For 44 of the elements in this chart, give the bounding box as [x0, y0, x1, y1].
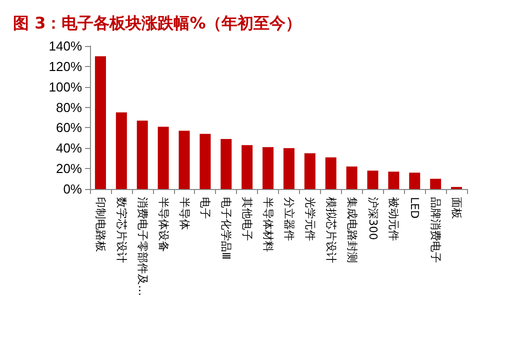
bar: [346, 166, 358, 189]
chart-title: 图 3：电子各板块涨跌幅%（年初至今）: [13, 14, 302, 32]
y-tick-label: 40%: [56, 140, 82, 156]
bar: [430, 178, 442, 189]
bar: [409, 172, 420, 189]
bar: [325, 157, 336, 189]
y-tick-label: 20%: [56, 161, 82, 176]
bar: [283, 148, 294, 189]
x-tick-label: 消费电子零部件及…: [136, 197, 149, 296]
x-tick-label: 数字芯片设计: [114, 197, 128, 263]
bar: [158, 126, 169, 189]
bar: [116, 112, 127, 189]
x-tick-label: 电子化学品Ⅲ: [220, 197, 233, 260]
y-tick-label: 140%: [48, 38, 82, 54]
x-tick-label: 集成电路封测: [345, 197, 358, 263]
x-tick-label: LED: [408, 197, 422, 219]
bar: [304, 153, 316, 189]
x-tick-label: 半导体设备: [156, 197, 170, 252]
bar: [200, 134, 211, 189]
x-tick-label: 分立器件: [282, 197, 296, 241]
x-tick-label: 被动元件: [387, 197, 400, 241]
x-tick-label: 模拟芯片设计: [324, 197, 338, 263]
bar: [242, 145, 253, 189]
y-tick-label: 80%: [56, 100, 82, 115]
y-tick-label: 120%: [48, 58, 82, 74]
x-tick-label: 其他电子: [240, 197, 254, 241]
bar: [94, 56, 106, 189]
x-tick-label: 面板: [450, 197, 464, 219]
y-tick-label: 0%: [63, 182, 82, 196]
bar: [388, 172, 400, 189]
x-tick-label: 沪深300: [366, 197, 380, 240]
bar: [220, 138, 232, 189]
x-tick-label: 半导体: [178, 197, 191, 230]
bar: [367, 170, 378, 189]
y-tick-label: 100%: [48, 79, 82, 94]
bar: [178, 130, 190, 189]
bar: [262, 147, 274, 189]
x-tick-label: 光学元件: [303, 197, 316, 241]
x-tick-label: 品牌消费电子: [429, 197, 442, 263]
y-tick-label: 60%: [56, 120, 82, 136]
x-tick-label: 半导体材料: [262, 197, 275, 252]
x-tick-label: 电子: [198, 197, 212, 219]
bar: [136, 120, 148, 189]
x-tick-label: 印制电路板: [94, 197, 107, 252]
